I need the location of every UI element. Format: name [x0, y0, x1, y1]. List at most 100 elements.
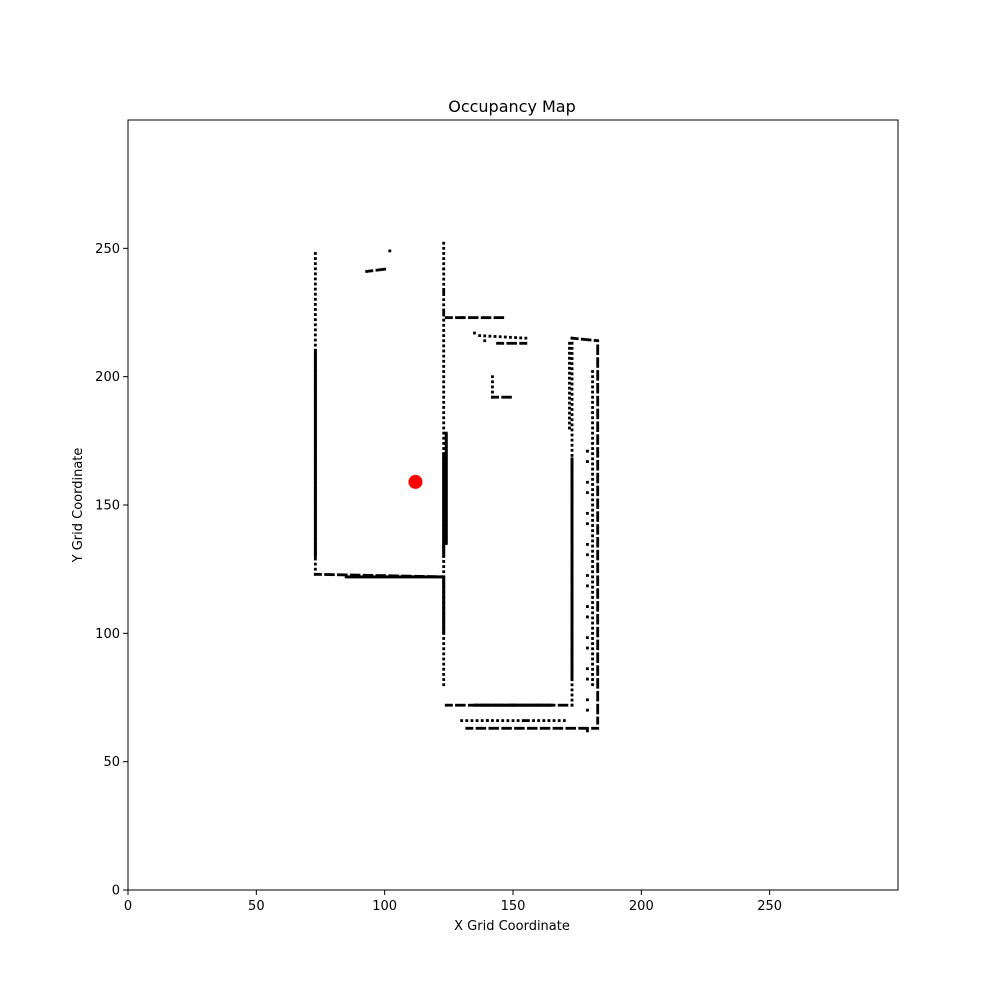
occupied-cell: [596, 670, 600, 674]
occupied-cell: [442, 313, 446, 317]
occupied-cell: [591, 549, 594, 553]
occupied-cell: [457, 316, 461, 320]
occupied-cell: [511, 719, 515, 723]
occupied-cell: [596, 567, 600, 571]
occupied-cell: [478, 334, 482, 338]
occupied-cell: [313, 252, 317, 255]
occupied-cell: [532, 726, 535, 730]
occupied-cell: [596, 506, 600, 509]
occupied-cell: [519, 341, 523, 345]
occupied-cell: [565, 726, 569, 730]
occupied-cell: [596, 557, 600, 561]
occupied-cell: [596, 357, 600, 361]
occupied-cell: [313, 333, 317, 337]
occupied-cell: [570, 688, 574, 692]
occupied-cell: [596, 578, 600, 581]
occupied-cell: [560, 726, 564, 730]
occupied-cell: [570, 357, 574, 360]
occupied-cell: [591, 436, 594, 440]
occupied-cell: [501, 316, 505, 320]
occupied-cell: [596, 467, 600, 471]
occupied-cell: [570, 352, 574, 355]
occupied-cell: [596, 621, 600, 625]
occupied-cell: [596, 382, 600, 386]
occupied-cell: [455, 316, 458, 320]
occupied-cell: [316, 572, 320, 576]
y-axis-ticks: 0 50 100 150 200 250: [95, 242, 128, 899]
occupied-cell: [568, 371, 571, 375]
occupied-cell: [596, 364, 600, 368]
occupied-cell: [542, 726, 546, 730]
occupied-cell: [352, 573, 356, 577]
occupied-cell: [596, 439, 600, 443]
occupied-cell: [596, 347, 600, 350]
occupied-cell: [483, 316, 487, 320]
occupied-cell: [596, 398, 600, 402]
occupied-cell: [552, 726, 556, 730]
occupied-cell: [596, 644, 600, 648]
occupied-cell: [568, 406, 571, 410]
occupied-cell: [591, 534, 594, 538]
occupied-cell: [568, 346, 571, 350]
occupied-cell: [570, 454, 574, 457]
occupied-cell: [596, 498, 600, 502]
occupied-cell: [313, 323, 317, 327]
occupied-cell: [570, 372, 574, 376]
occupied-cell: [442, 329, 446, 332]
occupied-cell: [596, 475, 600, 479]
occupied-cell: [591, 672, 594, 676]
occupied-cell: [357, 573, 361, 577]
occupied-cell: [506, 395, 510, 399]
occupied-cell: [552, 719, 556, 723]
y-tick-label: 50: [103, 755, 120, 770]
occupied-cell: [370, 574, 374, 577]
occupied-cell: [331, 573, 335, 577]
occupied-cell: [591, 447, 594, 450]
occupied-cell: [591, 606, 594, 610]
occupied-cell: [596, 531, 600, 535]
occupied-cell: [491, 375, 494, 379]
chart-title: Occupancy Map: [448, 97, 576, 116]
occupied-cell: [465, 719, 469, 723]
occupied-cell: [596, 601, 600, 604]
occupied-cell: [596, 590, 600, 594]
occupied-cell: [496, 316, 500, 320]
occupied-cell: [442, 277, 446, 281]
occupied-cell: [591, 498, 594, 502]
occupied-cell: [503, 335, 507, 339]
occupied-cell: [591, 683, 594, 687]
occupied-cell: [591, 667, 594, 671]
occupied-cell: [593, 339, 597, 342]
occupied-cell: [511, 341, 515, 345]
occupied-cell: [586, 543, 589, 546]
occupied-cell: [442, 642, 446, 646]
occupied-cell: [596, 721, 600, 725]
occupied-cell: [470, 316, 474, 320]
occupied-cell: [488, 334, 492, 338]
occupied-cell: [596, 703, 600, 707]
occupied-cell: [462, 703, 466, 707]
occupied-cell: [503, 726, 507, 730]
occupied-cell: [503, 395, 507, 399]
occupied-cell: [516, 726, 520, 730]
occupied-cell: [442, 560, 446, 563]
occupied-cell: [313, 297, 317, 301]
y-tick-label: 100: [95, 627, 120, 642]
occupied-cell: [552, 703, 556, 707]
occupied-cell: [596, 524, 600, 527]
occupied-cell: [568, 401, 571, 405]
occupied-cell: [570, 423, 574, 427]
occupied-cell: [313, 562, 317, 566]
occupied-cell: [568, 421, 571, 425]
occupied-cell: [568, 416, 571, 420]
occupied-cell: [591, 488, 594, 492]
occupied-cell: [591, 631, 594, 635]
occupied-cell: [496, 395, 500, 399]
occupied-cell: [596, 678, 600, 681]
occupied-cell: [501, 341, 505, 345]
occupied-cell: [442, 282, 446, 286]
occupied-cell: [596, 595, 600, 599]
occupied-cell: [596, 552, 600, 556]
occupied-cell: [370, 269, 374, 273]
occupied-cell: [591, 400, 594, 404]
